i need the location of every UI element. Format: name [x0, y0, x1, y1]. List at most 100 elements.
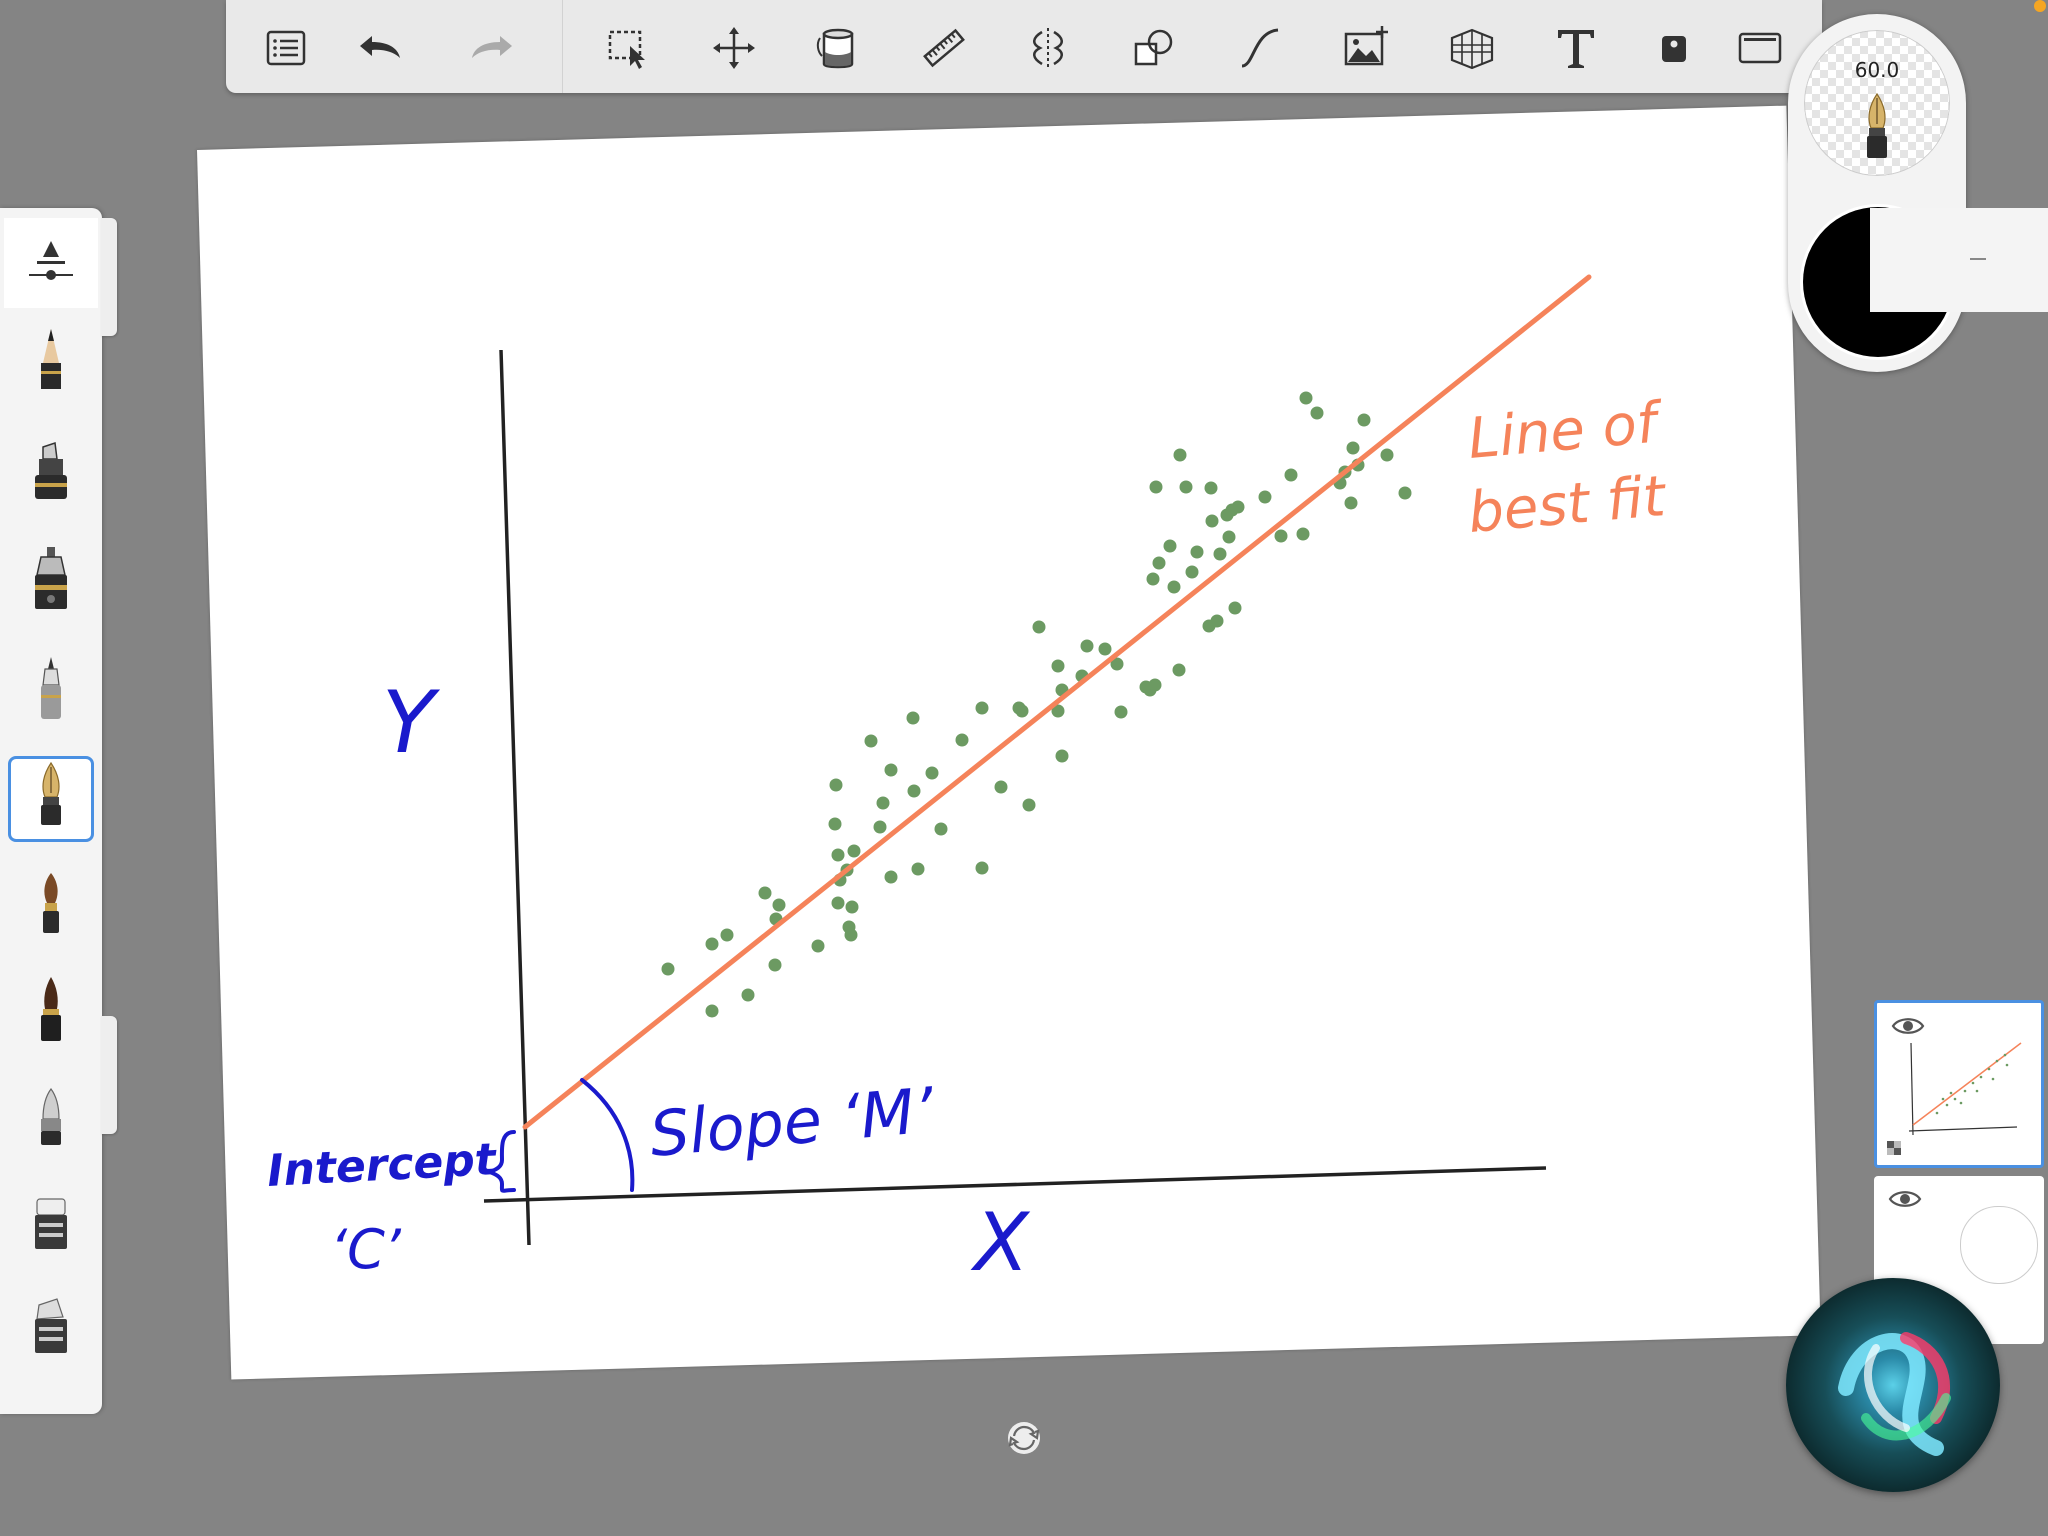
scatter-point [831, 848, 845, 862]
sidebar-scroll-handle-top[interactable] [101, 218, 117, 336]
scatter-point [1346, 441, 1360, 455]
brush-puck: 60.0 [1788, 14, 1966, 372]
scatter-point [911, 862, 925, 876]
smudge-icon [35, 1298, 67, 1353]
y-axis-label: Y [382, 673, 441, 773]
sync-icon[interactable] [1006, 1420, 1042, 1456]
eraser-icon [35, 1198, 67, 1249]
scatter-point [661, 962, 675, 976]
scatter-point [1055, 749, 1069, 763]
scatter-point [1258, 490, 1272, 504]
text-tool-button[interactable] [1546, 18, 1606, 78]
scatter-point [1015, 704, 1029, 718]
fullscreen-button[interactable] [1730, 18, 1790, 78]
panel-handle[interactable] [1970, 258, 1986, 260]
selection-button[interactable] [598, 18, 658, 78]
scatter-point [1080, 639, 1094, 653]
scatter-point [1205, 514, 1219, 528]
slope-label: Slope ‘M’ [647, 1073, 938, 1171]
perspective-grid-icon [1450, 28, 1494, 70]
shapes-icon [1134, 29, 1173, 66]
marker-icon [35, 441, 67, 499]
brush-pen-brush[interactable] [8, 970, 94, 1056]
intercept-symbol-label: ‘C’ [330, 1218, 402, 1281]
scatter-point [1231, 500, 1245, 514]
scatter-point [955, 733, 969, 747]
symmetry-button[interactable] [1018, 18, 1078, 78]
undo-button[interactable] [350, 18, 410, 78]
brush-size-opacity-control[interactable]: 60.0 [1804, 30, 1950, 176]
scatter-point [831, 896, 845, 910]
scatter-point [1173, 448, 1187, 462]
fill-bucket-button[interactable] [808, 18, 868, 78]
scatter-point [772, 898, 786, 912]
shapes-button[interactable] [1124, 18, 1184, 78]
add-image-icon [1344, 26, 1388, 66]
scatter-point [1114, 705, 1128, 719]
ink-pen-brush[interactable] [8, 756, 94, 842]
sidebar-scroll-handle-bottom[interactable] [101, 1016, 117, 1134]
text-icon [1558, 30, 1594, 68]
redo-button[interactable] [462, 18, 522, 78]
selection-icon [608, 30, 645, 69]
intercept-brace [485, 1130, 516, 1193]
scatter-point [884, 763, 898, 777]
top-toolbar [226, 0, 1822, 93]
brush-settings-button[interactable] [4, 218, 98, 308]
pencil-brush[interactable] [8, 320, 94, 406]
transform-button[interactable] [704, 18, 764, 78]
ruler-button[interactable] [914, 18, 974, 78]
scatter-point [1149, 480, 1163, 494]
stamp-button[interactable] [1644, 18, 1704, 78]
x-axis-label: X [970, 1196, 1031, 1289]
scatter-point [1098, 642, 1112, 656]
layer-1-preview [1887, 1042, 2022, 1155]
scatter-point [1284, 468, 1298, 482]
status-indicator [2034, 0, 2046, 12]
curve-button[interactable] [1230, 18, 1290, 78]
undo-icon [360, 36, 400, 58]
stamp-icon [1662, 36, 1686, 62]
add-image-button[interactable] [1336, 18, 1396, 78]
scatter-point [1274, 529, 1288, 543]
scatter-point [1163, 539, 1177, 553]
layer-1-thumbnail[interactable] [1874, 1000, 2044, 1168]
siri-orb [1786, 1278, 2000, 1492]
best-fit-label-line1: Line of [1466, 390, 1667, 472]
scatter-point [1167, 580, 1181, 594]
scatter-point [1051, 704, 1065, 718]
marker-brush[interactable] [8, 430, 94, 516]
smudge-brush[interactable] [8, 1284, 94, 1370]
brush-settings-icon [29, 241, 73, 280]
paint-brush[interactable] [8, 864, 94, 950]
paint-brush-icon [43, 873, 59, 933]
airbrush-brush[interactable] [8, 1076, 94, 1162]
brush-library-sidebar [0, 208, 102, 1414]
pen-brush[interactable] [8, 538, 94, 624]
scatter-point [1398, 486, 1412, 500]
layer-visibility-eye-icon[interactable] [1891, 1015, 1925, 1037]
fill-bucket-icon [816, 28, 854, 69]
eraser-brush[interactable] [8, 1180, 94, 1266]
layers-list-button[interactable] [256, 18, 316, 78]
pen-icon [35, 547, 67, 609]
current-brush-icon [1867, 92, 1887, 158]
scatter-point [975, 701, 989, 715]
fineliner-brush[interactable] [8, 648, 94, 734]
scatter-point [768, 958, 782, 972]
ink-pen-icon [41, 761, 61, 825]
pencil-icon [41, 329, 61, 389]
x-axis [483, 1166, 1547, 1203]
scatter-point [873, 820, 887, 834]
ruler-icon [923, 28, 965, 68]
transform-icon [713, 27, 755, 69]
fullscreen-icon [1738, 32, 1782, 64]
scatter-point [758, 886, 772, 900]
scatter-point [1148, 678, 1162, 692]
scatter-point [1220, 508, 1234, 522]
perspective-grid-button[interactable] [1442, 18, 1502, 78]
layer-visibility-eye-icon[interactable] [1888, 1188, 1922, 1210]
scatter-point [720, 928, 734, 942]
scatter-point [1344, 496, 1358, 510]
